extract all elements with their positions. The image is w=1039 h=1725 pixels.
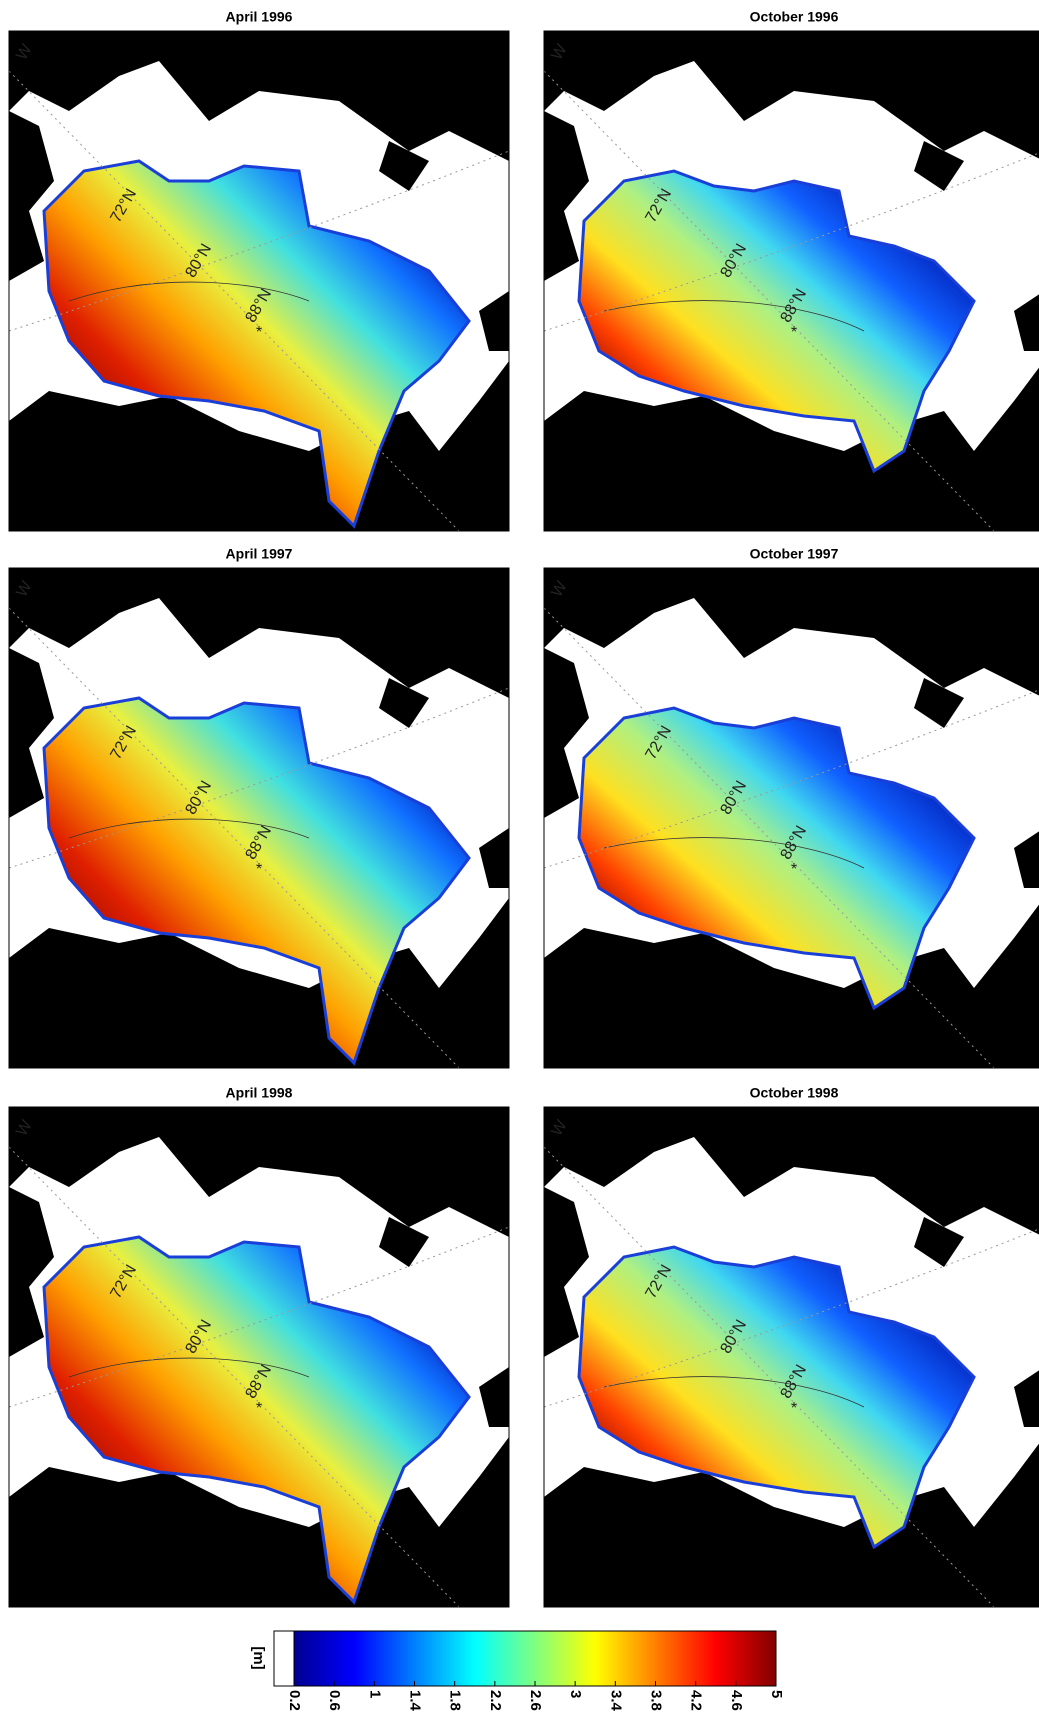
- pole-marker: *: [791, 861, 797, 878]
- map-panel: W72°N80°N88°N*: [544, 568, 1039, 1068]
- colorbar-tick-label: 2.6: [527, 1690, 544, 1711]
- map-panel: W72°N80°N88°N*: [9, 1107, 509, 1607]
- colorbar-under: [274, 1631, 294, 1686]
- panel-title: October 1997: [750, 546, 839, 562]
- colorbar-unit: [m]: [250, 1646, 267, 1669]
- colorbar-tick-label: 5: [768, 1690, 785, 1698]
- colorbar-tick-label: 3.4: [607, 1690, 624, 1712]
- pole-marker: *: [256, 1400, 262, 1417]
- pole-marker: *: [791, 1400, 797, 1417]
- colorbar-bar: [294, 1631, 776, 1686]
- panel-title: October 1998: [750, 1085, 839, 1101]
- map-panel: W72°N80°N88°N*: [544, 31, 1039, 531]
- colorbar-tick-label: 4.2: [688, 1690, 705, 1711]
- colorbar-tick-label: 3.8: [648, 1690, 665, 1711]
- pole-marker: *: [256, 861, 262, 878]
- colorbar-tick-label: 2.2: [487, 1690, 504, 1711]
- figure: W72°N80°N88°N* April 1996 W72°N80°N88°N* Oc…: [0, 0, 1039, 1720]
- colorbar: [m] 0.2 0.6 1 1.4 1.8 2.2 2.6 3 3.4 3.8 4.2 4.6 5: [250, 1631, 785, 1712]
- colorbar-tick-label: 1.4: [407, 1690, 424, 1712]
- map-panel: W72°N80°N88°N*: [9, 31, 509, 531]
- colorbar-tick-label: 0.2: [286, 1690, 303, 1711]
- pole-marker: *: [791, 324, 797, 341]
- panel-title: April 1998: [226, 1085, 293, 1101]
- pole-marker: *: [256, 324, 262, 341]
- colorbar-tick-label: 0.6: [326, 1690, 343, 1711]
- panel-title: April 1996: [226, 9, 293, 25]
- map-panel: W72°N80°N88°N*: [9, 568, 509, 1068]
- panel-title: April 1997: [226, 546, 293, 562]
- colorbar-tick-label: 4.6: [728, 1690, 745, 1711]
- colorbar-tick-label: 1: [366, 1690, 383, 1698]
- colorbar-tick-label: 1.8: [447, 1690, 464, 1711]
- map-panel: W72°N80°N88°N*: [544, 1107, 1039, 1607]
- panel-title: October 1996: [750, 9, 839, 25]
- colorbar-tick-label: 3: [567, 1690, 584, 1698]
- map-panels: W72°N80°N88°N* April 1996 W72°N80°N88°N* Oc…: [9, 9, 1039, 1607]
